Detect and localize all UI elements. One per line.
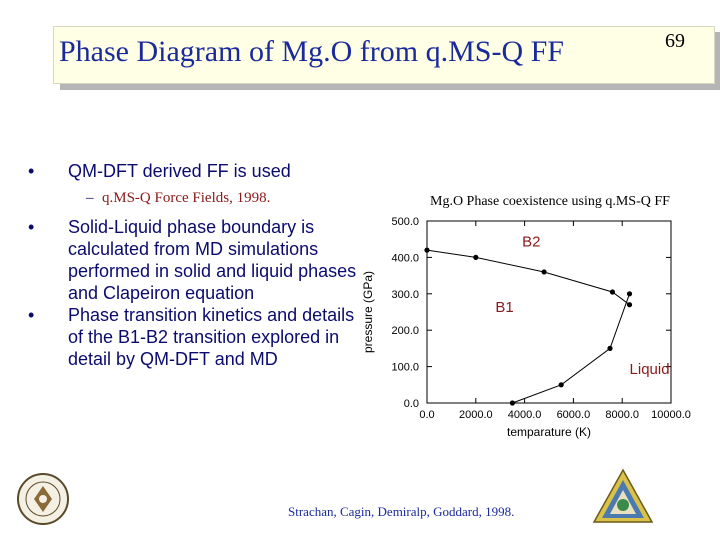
phase-label: B2 bbox=[522, 233, 540, 250]
msc-triangle-logo bbox=[592, 468, 654, 523]
bullet-dot: • bbox=[28, 217, 35, 237]
x-tick-label: 8000.0 bbox=[605, 409, 639, 421]
y-tick-label: 100.0 bbox=[391, 362, 419, 374]
slide-number: 69 bbox=[665, 30, 685, 52]
bullet-dot: • bbox=[28, 161, 35, 181]
y-tick-label: 200.0 bbox=[391, 325, 419, 337]
bullet-text: QM-DFT derived FF is used bbox=[68, 161, 291, 181]
bullet-item: • Solid-Liquid phase boundary is calcula… bbox=[28, 216, 368, 304]
bullet-item: • Phase transition kinetics and details … bbox=[28, 304, 368, 370]
sub-bullet-text: q.MS-Q Force Fields, 1998. bbox=[102, 190, 271, 206]
y-tick-label: 500.0 bbox=[391, 216, 419, 228]
bullet-dot: • bbox=[28, 305, 35, 325]
slide-title: Phase Diagram of Mg.O from q.MS-Q FF bbox=[59, 35, 564, 68]
bullet-text: Solid-Liquid phase boundary is calculate… bbox=[68, 217, 357, 303]
data-point bbox=[626, 302, 633, 308]
sub-bullet-dash: – bbox=[86, 190, 94, 206]
x-tick-label: 10000.0 bbox=[651, 409, 691, 421]
boundary-curve-2 bbox=[512, 293, 630, 404]
data-point bbox=[558, 382, 564, 388]
bullet-list: • QM-DFT derived FF is used – q.MS-Q For… bbox=[28, 160, 368, 370]
x-tick-label: 4000.0 bbox=[508, 409, 542, 421]
x-tick-label: 6000.0 bbox=[557, 409, 591, 421]
y-tick-label: 300.0 bbox=[391, 289, 419, 301]
phase-label: Liquid bbox=[630, 361, 670, 378]
boundary-curve-1 bbox=[426, 249, 630, 306]
y-tick-label: 400.0 bbox=[391, 252, 419, 264]
phase-label: B1 bbox=[495, 299, 513, 316]
x-tick-label: 2000.0 bbox=[459, 409, 493, 421]
plot-frame bbox=[426, 220, 672, 404]
data-point bbox=[607, 345, 613, 351]
data-point bbox=[626, 291, 633, 297]
x-axis-label: temparature (K) bbox=[507, 425, 591, 439]
chart-title: Mg.O Phase coexistence using q.MS-Q FF bbox=[430, 194, 670, 209]
citation: Strachan, Cagin, Demiralp, Goddard, 1998… bbox=[288, 504, 515, 519]
sub-bullet-item: – q.MS-Q Force Fields, 1998. bbox=[28, 188, 368, 208]
x-tick-label: 0.0 bbox=[419, 409, 434, 421]
data-point bbox=[473, 254, 479, 260]
data-point bbox=[509, 400, 515, 406]
caltech-seal-logo bbox=[17, 473, 69, 525]
data-point bbox=[541, 269, 547, 275]
title-box: Phase Diagram of Mg.O from q.MS-Q FF bbox=[53, 26, 715, 84]
data-point bbox=[424, 247, 430, 253]
bullet-text: Phase transition kinetics and details of… bbox=[68, 305, 355, 369]
data-point bbox=[609, 289, 616, 295]
y-tick-label: 0.0 bbox=[404, 398, 419, 410]
bullet-item: • QM-DFT derived FF is used bbox=[28, 160, 368, 182]
